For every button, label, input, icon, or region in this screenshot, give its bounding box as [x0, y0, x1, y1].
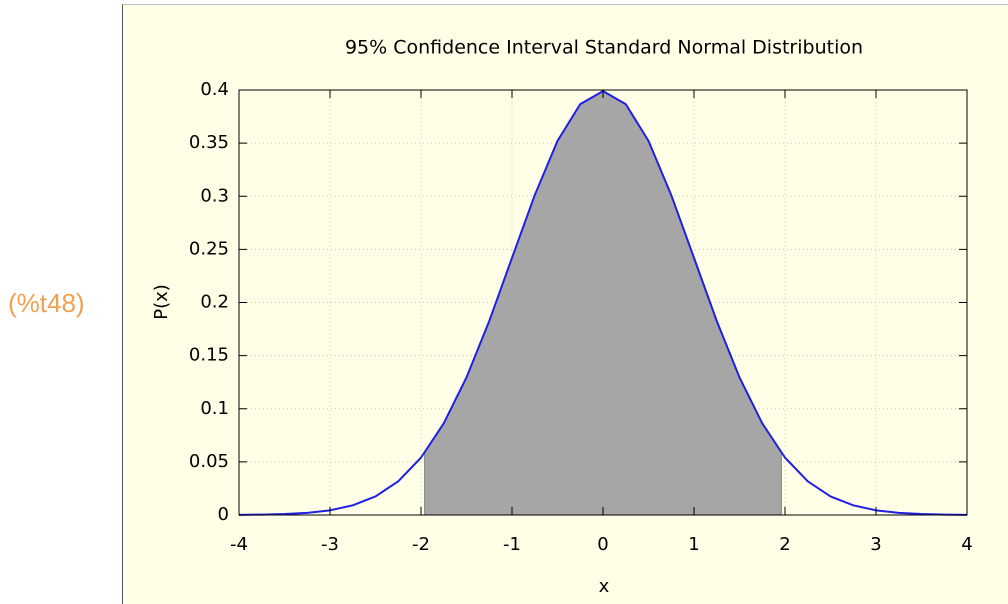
- x-axis-label: x: [599, 576, 610, 597]
- x-tick-label: 2: [779, 534, 790, 555]
- shaded-area: [424, 90, 782, 516]
- x-tick-label: 0: [597, 534, 608, 555]
- output-label: (%t48): [8, 288, 85, 318]
- x-tick-label: -3: [321, 534, 339, 555]
- y-tick-label: 0: [218, 504, 229, 525]
- y-tick-label: 0.1: [200, 398, 229, 419]
- x-tick-label: 1: [688, 534, 699, 555]
- y-axis-label: P(x): [151, 284, 172, 320]
- x-tick-label: -1: [503, 534, 521, 555]
- y-tick-label: 0.2: [200, 292, 229, 313]
- y-tick-label: 0.15: [189, 345, 229, 366]
- y-tick-label: 0.3: [200, 185, 229, 206]
- x-tick-label: -4: [230, 534, 248, 555]
- y-tick-label: 0.35: [189, 132, 229, 153]
- x-tick-label: 4: [961, 534, 972, 555]
- y-tick-label: 0.4: [200, 79, 229, 100]
- y-tick-label: 0.25: [189, 238, 229, 259]
- x-tick-label: 3: [870, 534, 881, 555]
- chart-title: 95% Confidence Interval Standard Normal …: [345, 37, 863, 59]
- x-tick-label: -2: [412, 534, 430, 555]
- y-tick-label: 0.05: [189, 451, 229, 472]
